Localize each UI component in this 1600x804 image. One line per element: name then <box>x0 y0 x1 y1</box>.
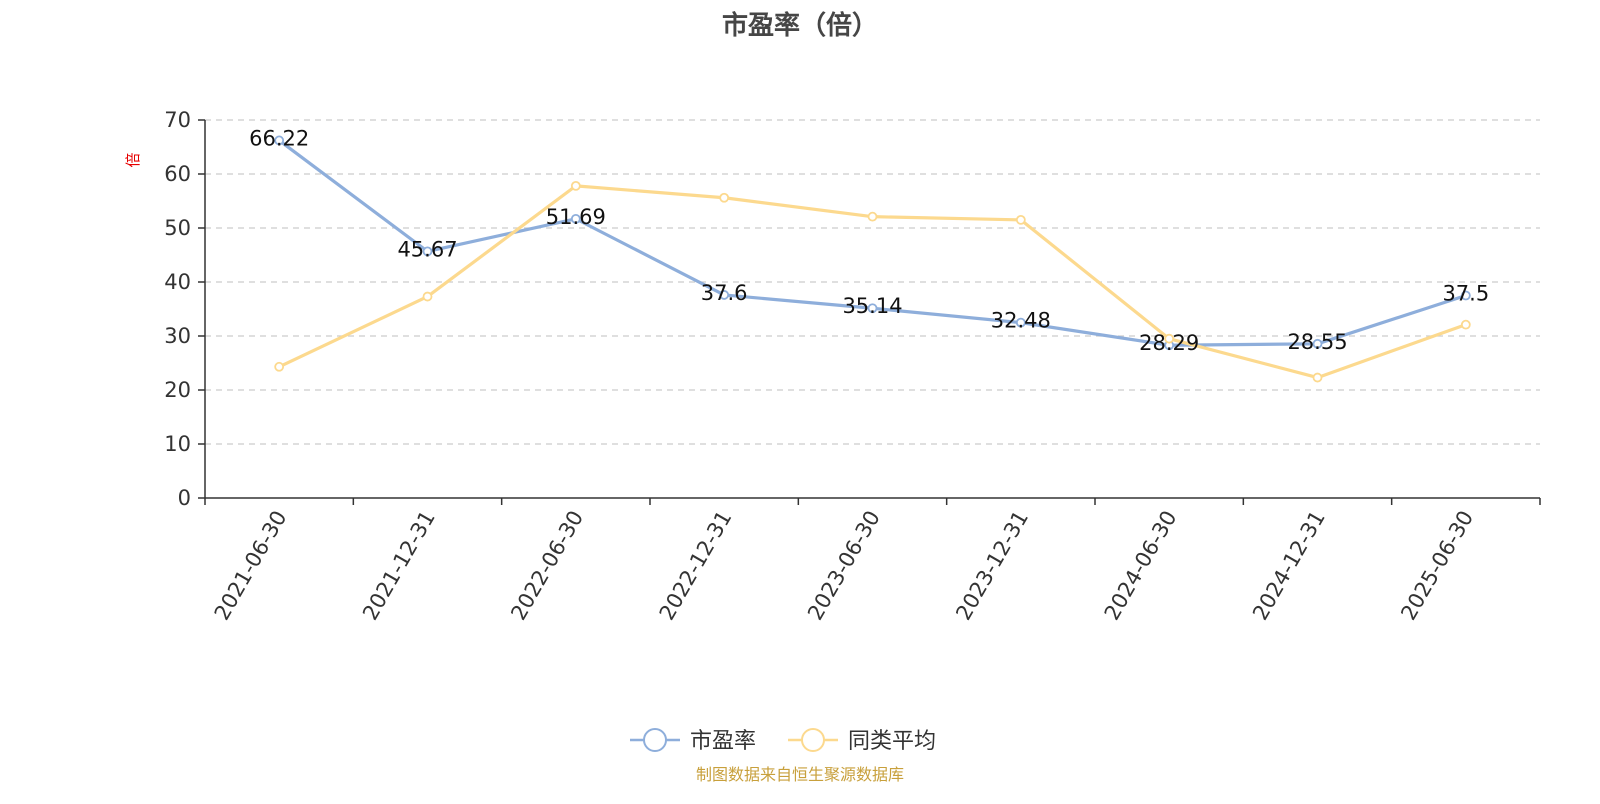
legend-item-0: 市盈率 <box>630 728 756 754</box>
data-label: 32.48 <box>991 309 1051 333</box>
y-tick-label: 50 <box>164 216 191 240</box>
data-point-s0-3 <box>719 290 730 300</box>
data-point-s0-0 <box>274 135 285 146</box>
data-point-s1-1 <box>422 291 433 302</box>
y-tick-label: 0 <box>178 486 191 510</box>
x-tick-label: 2023-12-31 <box>951 507 1033 625</box>
data-point-s1-7 <box>1312 372 1323 383</box>
data-label: 45.67 <box>397 237 457 261</box>
x-tick-label: 2024-12-31 <box>1248 507 1330 625</box>
x-tick-label: 2021-12-31 <box>358 507 440 625</box>
data-point-s0-4 <box>867 303 878 314</box>
legend-label: 同类平均 <box>848 729 936 754</box>
data-point-s0-2 <box>570 213 581 224</box>
y-axis-label: 倍 <box>124 152 142 167</box>
axes: 0 10 20 30 40 50 60 70 倍 2021-06-30 2021-12-31 2022… <box>124 108 1541 625</box>
x-tick-label: 2022-12-31 <box>655 507 737 625</box>
grid-lines <box>205 119 1540 445</box>
legend: 市盈率 同类平均 <box>630 728 936 754</box>
legend-label: 市盈率 <box>690 729 756 754</box>
x-tick-label: 2021-06-30 <box>210 507 292 625</box>
legend-item-1: 同类平均 <box>788 728 936 754</box>
data-point-s0-8 <box>1460 290 1471 301</box>
data-label: 35.14 <box>842 294 902 318</box>
data-point-s1-6 <box>1164 333 1175 344</box>
y-tick-label: 60 <box>164 162 191 186</box>
data-label: 37.5 <box>1442 282 1489 306</box>
data-point-s1-4 <box>867 211 878 222</box>
data-label: 28.29 <box>1139 331 1199 355</box>
chart-title: 市盈率（倍） <box>722 10 878 41</box>
source-note: 制图数据来自恒生聚源数据库 <box>696 765 904 784</box>
data-point-s1-5 <box>1015 214 1026 225</box>
x-tick-label: 2024-06-30 <box>1100 507 1182 625</box>
data-labels: 66.22 45.67 51.69 37.6 35.14 32.48 28.29 28.55 3… <box>249 126 1489 355</box>
data-label: 66.22 <box>249 126 309 150</box>
data-label: 51.69 <box>546 205 606 229</box>
data-point-s0-5 <box>1015 317 1026 328</box>
series-layer <box>274 135 1471 383</box>
y-tick-label: 30 <box>164 324 191 348</box>
data-point-s1-8 <box>1460 319 1471 330</box>
y-tick-label: 40 <box>164 270 191 294</box>
y-tick-label: 10 <box>164 432 191 456</box>
data-point-s0-1 <box>422 246 433 257</box>
data-point-s1-3 <box>719 192 730 203</box>
legend-marker-icon <box>801 728 825 752</box>
data-label: 28.55 <box>1287 330 1347 354</box>
data-point-s0-7 <box>1312 338 1323 349</box>
x-tick-label: 2025-06-30 <box>1396 507 1478 625</box>
y-tick-label: 70 <box>164 108 191 132</box>
legend-marker-icon <box>643 728 667 752</box>
x-tick-label: 2022-06-30 <box>506 507 588 625</box>
data-label: 37.6 <box>701 281 748 305</box>
data-point-s1-0 <box>274 361 285 372</box>
x-tick-label: 2023-06-30 <box>803 507 885 625</box>
data-point-s1-2 <box>570 180 581 191</box>
y-tick-label: 20 <box>164 378 191 402</box>
